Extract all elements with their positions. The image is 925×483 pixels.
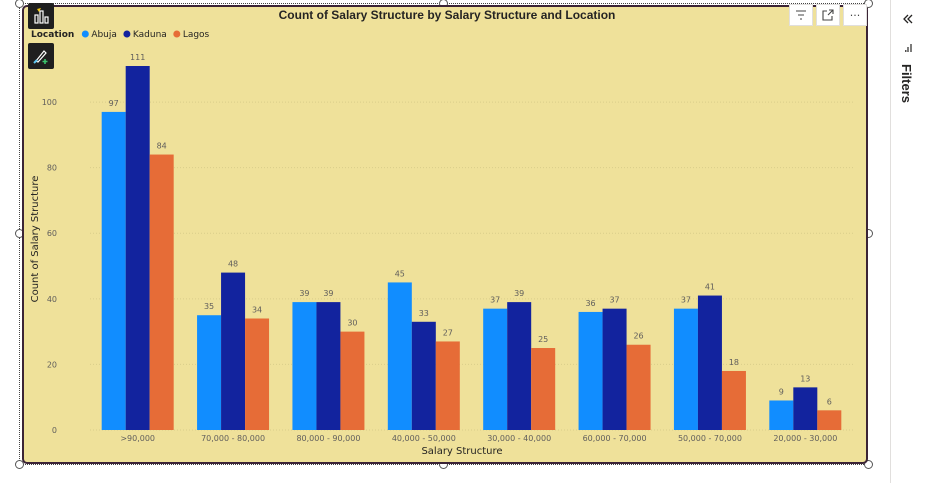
resize-handle-top-left[interactable] <box>15 0 24 8</box>
legend-marker-lagos <box>173 30 181 38</box>
data-label: 34 <box>252 306 262 315</box>
x-tick-label: 70,000 - 80,000 <box>201 434 265 443</box>
quick-insights-icon <box>34 8 49 24</box>
y-axis-ticks: 0 20 40 60 80 100 <box>42 98 57 435</box>
format-visual-button[interactable] <box>28 43 54 69</box>
bar-abuja-6[interactable] <box>673 308 698 430</box>
bar-lagos-4[interactable] <box>531 348 556 430</box>
bar-lagos-2[interactable] <box>340 331 365 430</box>
filter-icon <box>796 10 806 20</box>
bar-lagos-5[interactable] <box>626 344 651 430</box>
y-tick-label: 20 <box>47 360 57 369</box>
x-tick-label: 60,000 - 70,000 <box>583 434 647 443</box>
legend: Location Abuja Kaduna Lagos <box>31 30 210 40</box>
data-label: 41 <box>705 283 715 292</box>
data-labels: 97 111 84 35 48 34 39 39 30 45 33 27 37 39 25 36 37 26 37 4… <box>109 53 832 406</box>
data-label: 39 <box>514 289 524 298</box>
x-axis-title: Salary Structure <box>421 446 502 457</box>
resize-handle-bottom-right[interactable] <box>864 460 873 469</box>
data-label: 30 <box>347 319 357 328</box>
more-options-icon: ··· <box>849 8 861 22</box>
y-tick-label: 100 <box>42 98 57 107</box>
data-label: 18 <box>729 358 739 367</box>
bar-abuja-7[interactable] <box>769 400 794 430</box>
filters-pane[interactable]: Filters <box>890 0 925 483</box>
legend-title: Location <box>31 30 74 40</box>
y-axis-title: Count of Salary Structure <box>30 176 41 303</box>
x-tick-label: 20,000 - 30,000 <box>773 434 837 443</box>
bar-kaduna-7[interactable] <box>793 387 818 430</box>
y-tick-label: 60 <box>47 229 57 238</box>
x-tick-label: 80,000 - 90,000 <box>296 434 360 443</box>
chart-title: Count of Salary Structure by Salary Stru… <box>279 8 616 22</box>
data-label: 27 <box>443 328 453 337</box>
legend-item-kaduna[interactable]: Kaduna <box>133 30 167 40</box>
data-label: 39 <box>299 289 309 298</box>
bar-abuja-1[interactable] <box>197 315 222 430</box>
data-label: 33 <box>419 309 429 318</box>
bar-kaduna-4[interactable] <box>507 302 532 430</box>
more-options-button[interactable]: ··· <box>843 4 867 26</box>
resize-handle-bottom-left[interactable] <box>15 460 24 469</box>
bar-kaduna-0[interactable] <box>125 66 150 430</box>
legend-marker-kaduna <box>123 30 131 38</box>
legend-item-lagos[interactable]: Lagos <box>183 30 210 40</box>
data-label: 48 <box>228 260 238 269</box>
bar-lagos-3[interactable] <box>435 341 460 430</box>
data-label: 39 <box>323 289 333 298</box>
data-label: 36 <box>585 299 595 308</box>
quick-insights-button[interactable] <box>28 3 54 29</box>
x-tick-label: 40,000 - 50,000 <box>392 434 456 443</box>
x-axis-ticks: >90,000 70,000 - 80,000 80,000 - 90,000 40,… <box>120 434 837 443</box>
data-label: 6 <box>827 397 832 406</box>
data-label: 9 <box>779 387 784 396</box>
data-label: 26 <box>633 332 643 341</box>
bar-abuja-4[interactable] <box>483 308 508 430</box>
y-tick-label: 80 <box>47 164 57 173</box>
chevrons-left-icon[interactable] <box>903 14 913 24</box>
data-label: 111 <box>130 53 145 62</box>
bar-kaduna-3[interactable] <box>411 321 436 430</box>
bar-abuja-0[interactable] <box>101 111 126 430</box>
x-tick-label: 30,000 - 40,000 <box>487 434 551 443</box>
y-tick-label: 40 <box>47 295 57 304</box>
x-tick-label: 50,000 - 70,000 <box>678 434 742 443</box>
filter-button[interactable] <box>789 4 813 26</box>
filter-bars-icon <box>905 44 912 52</box>
filters-pane-label: Filters <box>899 64 914 104</box>
y-tick-label: 0 <box>52 426 57 435</box>
bar-abuja-5[interactable] <box>578 311 603 430</box>
bar-lagos-6[interactable] <box>721 370 746 430</box>
chart-svg: 0 20 40 60 80 100 97 111 84 35 48 34 39 39 30 45 33 27 37… <box>30 8 853 457</box>
bar-lagos-1[interactable] <box>245 318 270 430</box>
bar-abuja-3[interactable] <box>387 282 412 430</box>
legend-marker-abuja <box>81 30 89 38</box>
format-paintbrush-icon <box>33 50 48 64</box>
x-tick-label: >90,000 <box>120 434 155 443</box>
data-label: 37 <box>609 296 619 305</box>
data-label: 84 <box>157 142 167 151</box>
legend-item-abuja[interactable]: Abuja <box>91 30 117 40</box>
focus-mode-icon <box>822 9 834 21</box>
data-label: 13 <box>800 374 810 383</box>
data-label: 37 <box>490 296 500 305</box>
data-label: 97 <box>109 99 119 108</box>
bar-kaduna-2[interactable] <box>316 302 341 430</box>
bar-lagos-0[interactable] <box>149 154 174 431</box>
bar-kaduna-1[interactable] <box>221 272 246 430</box>
bar-lagos-7[interactable] <box>817 410 842 430</box>
bar-kaduna-6[interactable] <box>697 295 722 430</box>
bar-kaduna-5[interactable] <box>602 308 627 430</box>
report-canvas: 0 20 40 60 80 100 97 111 84 35 48 34 39 39 30 45 33 27 37… <box>15 0 873 469</box>
data-label: 25 <box>538 335 548 344</box>
data-label: 37 <box>681 296 691 305</box>
visual-header: ··· <box>789 4 867 26</box>
gridlines <box>90 101 853 431</box>
bar-abuja-2[interactable] <box>292 302 317 430</box>
data-label: 45 <box>395 269 405 278</box>
bars <box>101 66 842 431</box>
focus-mode-button[interactable] <box>816 4 840 26</box>
data-label: 35 <box>204 302 214 311</box>
